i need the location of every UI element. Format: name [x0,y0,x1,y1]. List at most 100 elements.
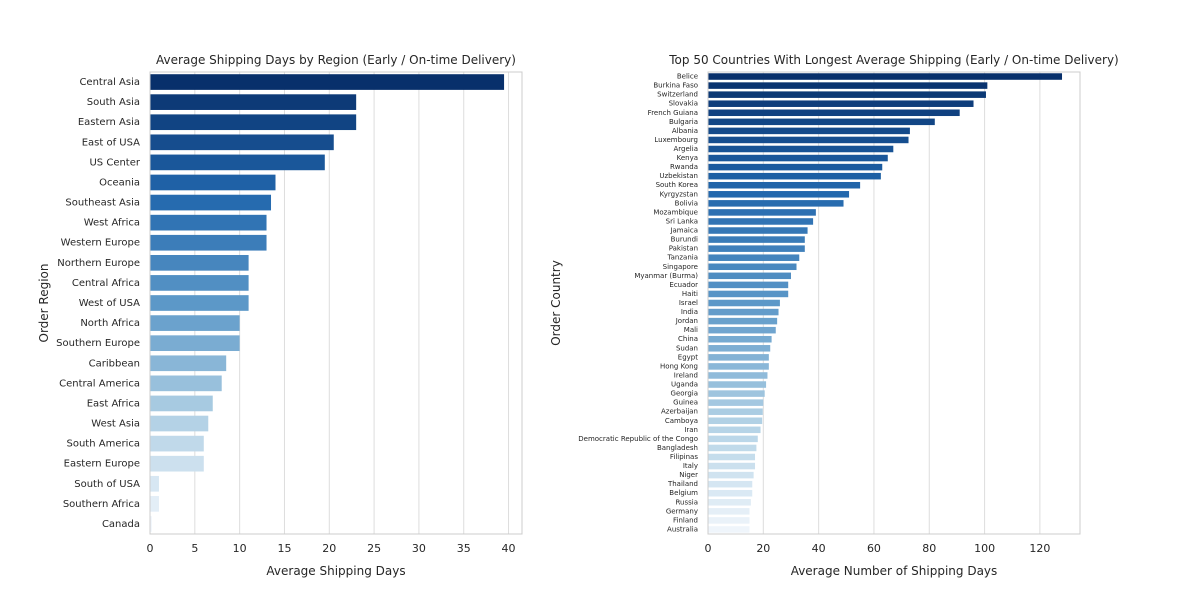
country-chart-title: Top 50 Countries With Longest Average Sh… [668,53,1118,67]
country-bar [708,408,763,415]
country-bar [708,345,771,352]
country-category-label: Thailand [667,480,698,488]
country-bar [708,181,861,189]
region-category-label: Central Asia [79,77,140,88]
country-bar [708,426,761,434]
country-category-label: Georgia [671,390,698,398]
region-category-label: North Africa [80,318,140,329]
country-x-tick-label: 40 [812,542,826,555]
region-x-tick-label: 20 [322,542,336,555]
country-bar [708,290,789,298]
country-bar [708,390,765,397]
country-category-label: Filipinas [670,453,698,461]
country-x-tick-label: 80 [922,542,936,555]
country-category-label: Mozambique [653,208,698,216]
country-bar [708,308,779,316]
country-bar [708,508,750,515]
region-x-tick-label: 0 [147,542,154,555]
region-category-label: Central America [59,378,140,389]
country-bar [708,91,986,98]
country-category-label: Uganda [671,381,698,389]
region-category-label: South Asia [87,97,140,108]
country-category-label: Hong Kong [660,362,698,370]
region-bar [150,154,325,171]
country-category-label: India [681,308,698,316]
country-bar [708,127,910,135]
region-bar [150,74,505,90]
country-category-label: Switzerland [657,91,698,99]
country-bar [708,471,754,479]
country-category-label: Pakistan [669,245,698,253]
region-bar [150,496,159,512]
region-category-label: Oceania [99,177,140,188]
country-bar [708,326,776,334]
region-category-label: Eastern Asia [78,117,140,128]
region-bar [150,355,227,372]
country-bar [708,172,881,180]
country-category-label: Egypt [678,353,698,361]
region-bar [150,516,152,532]
country-bar [708,209,816,216]
country-bar [708,82,988,89]
region-category-label: South of USA [74,479,140,490]
country-category-label: Belgium [669,489,698,497]
region-category-label: Southern Africa [63,499,140,510]
region-bar [150,174,276,191]
country-bar [708,372,768,379]
region-category-label: Western Europe [61,238,140,249]
region-category-label: Eastern Europe [64,459,140,470]
country-category-label: Jamaica [669,227,698,235]
country-bar [708,191,850,198]
country-bar [708,317,778,325]
region-bar [150,435,204,452]
country-bar [708,254,800,261]
country-category-label: Camboya [665,417,698,425]
region-bar [150,234,267,251]
region-bar-chart: Average Shipping Days by Region (Early /… [37,53,523,578]
country-category-label: Jordan [675,317,698,325]
country-category-label: Bulgaria [669,118,698,126]
country-bar [708,444,757,452]
country-bar [708,263,797,271]
region-bar [150,194,272,211]
region-category-label: West Africa [84,218,140,229]
country-category-label: Albania [672,127,698,135]
country-category-label: Ireland [674,371,698,379]
country-x-tick-label: 120 [1029,542,1050,555]
country-x-axis-label: Average Number of Shipping Days [791,564,998,578]
country-category-label: South Korea [656,181,698,189]
country-bar [708,281,789,289]
country-category-label: Singapore [663,263,698,271]
country-category-label: Slovakia [669,100,698,108]
region-bar [150,335,240,352]
country-category-label: Haiti [682,290,698,298]
country-bar [708,526,750,533]
country-category-label: Sri Lanka [666,217,698,225]
region-category-label: Central Africa [72,278,140,289]
country-category-label: Burkina Faso [653,82,698,90]
region-bar [150,315,240,331]
region-category-label: Caribbean [89,358,140,369]
region-x-tick-label: 25 [367,542,381,555]
country-category-label: Bangladesh [657,444,698,452]
country-bar [708,100,974,107]
region-x-tick-label: 10 [233,542,247,555]
region-category-label: Southern Europe [56,338,140,349]
country-bar [708,200,844,207]
country-category-label: Uzbekistan [659,172,698,180]
country-bar [708,363,769,370]
region-x-axis-label: Average Shipping Days [266,564,405,578]
country-bar [708,73,1063,80]
region-category-label: East of USA [82,137,140,148]
region-category-label: East Africa [87,398,140,409]
region-bar [150,114,357,131]
country-category-label: Italy [683,462,698,470]
country-bar [708,453,756,461]
region-category-label: Northern Europe [57,258,140,269]
region-category-label: Southeast Asia [65,198,140,209]
region-bar [150,455,204,472]
country-category-label: Niger [679,471,698,479]
country-category-label: Azerbaijan [661,408,698,416]
region-bar [150,275,249,291]
